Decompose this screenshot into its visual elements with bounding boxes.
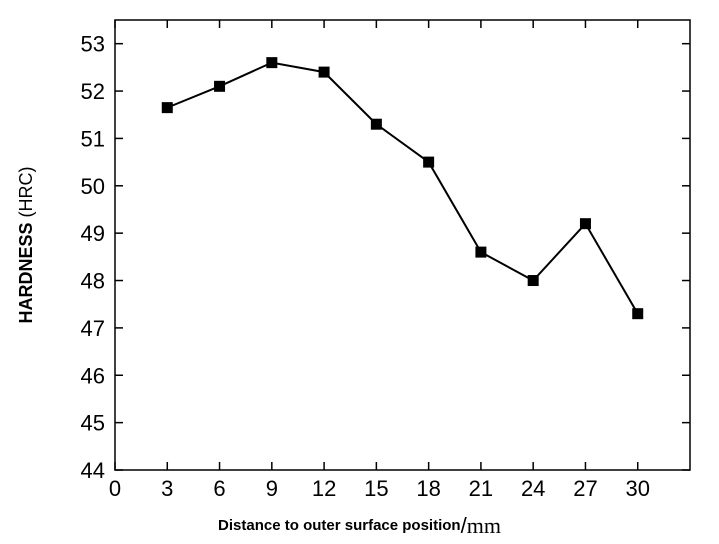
y-tick-label: 53 — [81, 32, 105, 57]
x-tick-label: 15 — [364, 476, 388, 501]
x-tick-label: 9 — [266, 476, 278, 501]
y-tick-label: 52 — [81, 79, 105, 104]
x-tick-label: 30 — [625, 476, 649, 501]
x-tick-label: 0 — [109, 476, 121, 501]
data-marker — [215, 81, 225, 91]
hardness-chart: 0 3 6 9 12 15 18 21 24 27 30 44 45 46 47 48 49 50 51 52 53 HA… — [0, 0, 719, 544]
x-tick-label: 6 — [213, 476, 225, 501]
data-marker — [267, 58, 277, 68]
y-tick-label: 44 — [81, 458, 105, 483]
x-tick-label: 18 — [416, 476, 440, 501]
y-tick-label: 45 — [81, 411, 105, 436]
data-marker — [162, 103, 172, 113]
data-marker — [528, 276, 538, 286]
x-axis-label-text: Distance to outer surface position — [218, 517, 461, 534]
y-tick-label: 48 — [81, 269, 105, 294]
data-marker — [424, 157, 434, 167]
x-tick-label: 24 — [521, 476, 545, 501]
plot-frame — [115, 20, 690, 470]
x-axis-label-unit: mm — [467, 513, 501, 538]
y-tick-label: 47 — [81, 316, 105, 341]
x-axis-label-slash: / — [461, 513, 467, 538]
data-line — [167, 63, 637, 314]
x-tick-label: 3 — [161, 476, 173, 501]
data-marker — [633, 309, 643, 319]
data-marker — [476, 247, 486, 257]
y-axis-label: HARDNESS (HRC) — [16, 166, 36, 323]
x-tick-label: 27 — [573, 476, 597, 501]
y-tick-label: 51 — [81, 126, 105, 151]
y-tick-label: 46 — [81, 363, 105, 388]
y-tick-label: 49 — [81, 221, 105, 246]
x-tick-label: 21 — [469, 476, 493, 501]
data-marker — [371, 119, 381, 129]
chart-svg: 0 3 6 9 12 15 18 21 24 27 30 44 45 46 47 48 49 50 51 52 53 HA… — [0, 0, 719, 544]
y-tick-label: 50 — [81, 174, 105, 199]
data-marker — [319, 67, 329, 77]
x-tick-label: 12 — [312, 476, 336, 501]
data-marker — [580, 219, 590, 229]
